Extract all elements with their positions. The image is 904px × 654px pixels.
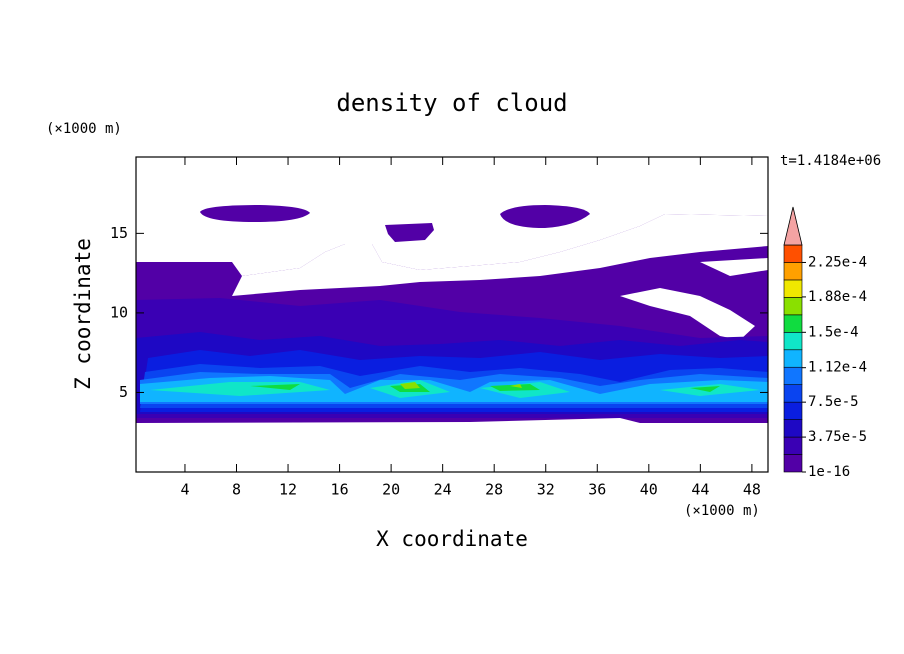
colorbar-tick-label: 1.12e-4 xyxy=(808,360,867,376)
colorbar-tick-label: 7.5e-5 xyxy=(808,394,859,410)
colorbar-segment xyxy=(783,244,803,263)
x-tick-label: 48 xyxy=(743,481,761,499)
colorbar-tick-label: 2.25e-4 xyxy=(808,254,867,270)
colorbar-segment xyxy=(783,454,803,473)
colorbar-segment xyxy=(783,332,803,351)
colorbar-overflow xyxy=(783,206,803,246)
contour-gap xyxy=(620,288,755,340)
x-tick-label: 24 xyxy=(434,481,452,499)
x-tick-label: 40 xyxy=(640,481,658,499)
x-tick-label: 4 xyxy=(180,481,189,499)
contour-gap xyxy=(700,258,768,276)
colorbar-segment xyxy=(783,349,803,368)
contour-gap xyxy=(232,214,768,296)
colorbar-tick-label: 1.5e-4 xyxy=(808,324,859,340)
y-tick-label: 15 xyxy=(110,224,128,242)
x-tick-label: 12 xyxy=(279,481,297,499)
y-axis-label: Z coordinate xyxy=(71,238,95,390)
x-unit: (×1000 m) xyxy=(684,503,760,519)
colorbar-segment xyxy=(783,436,803,455)
contour-region xyxy=(150,380,760,398)
annotation: t=1.4184e+06 xyxy=(780,153,881,169)
x-tick-label: 44 xyxy=(691,481,709,499)
contour-region xyxy=(200,205,310,222)
x-tick-label: 16 xyxy=(331,481,349,499)
x-tick-label: 8 xyxy=(232,481,241,499)
contour-region xyxy=(400,382,522,389)
y-tick-label: 5 xyxy=(119,383,128,401)
x-axis-label: X coordinate xyxy=(376,527,528,551)
colorbar-segment xyxy=(783,419,803,438)
colorbar-segment xyxy=(783,314,803,333)
colorbar-segment xyxy=(783,384,803,403)
colorbar-tick-label: 1e-16 xyxy=(808,464,850,480)
colorbar-segment xyxy=(783,297,803,316)
colorbar-segment xyxy=(783,401,803,420)
chart-title: density of cloud xyxy=(336,89,567,117)
contour-field xyxy=(136,205,768,423)
colorbar-tick-label: 1.88e-4 xyxy=(808,289,867,305)
colorbar-segment xyxy=(783,262,803,281)
y-tick-label: 10 xyxy=(110,303,128,321)
plot-frame xyxy=(135,156,769,473)
colorbar-tick-label: 3.75e-5 xyxy=(808,429,867,445)
x-tick-label: 28 xyxy=(485,481,503,499)
colorbar-segment xyxy=(783,366,803,385)
x-tick-label: 32 xyxy=(537,481,555,499)
y-unit: (×1000 m) xyxy=(46,121,122,137)
x-tick-label: 20 xyxy=(382,481,400,499)
contour-region xyxy=(250,384,720,392)
x-tick-label: 36 xyxy=(588,481,606,499)
contour-region xyxy=(385,223,434,242)
colorbar-segment xyxy=(783,279,803,298)
contour-region xyxy=(500,205,590,228)
